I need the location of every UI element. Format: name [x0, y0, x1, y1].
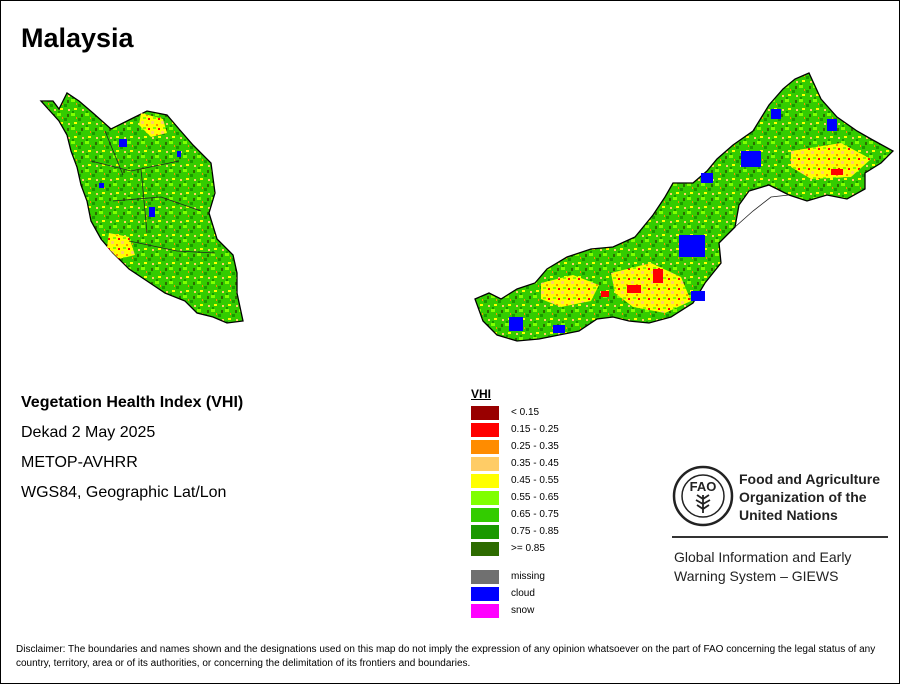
svg-text:FAO: FAO — [690, 479, 717, 494]
east-malaysia-shape — [474, 72, 895, 342]
legend-swatch — [471, 474, 499, 488]
map-title: Malaysia — [21, 23, 134, 53]
fao-name-line: United Nations — [739, 507, 838, 523]
legend-label: < 0.15 — [511, 407, 540, 418]
fao-name-line: Food and Agriculture — [739, 471, 881, 487]
disclaimer: Disclaimer: The boundaries and names sho… — [16, 644, 876, 669]
legend-swatch — [471, 570, 499, 584]
legend-label: 0.65 - 0.75 — [511, 509, 559, 520]
index-name: Vegetation Health Index (VHI) — [21, 394, 244, 411]
east-cloud-patches — [509, 109, 837, 333]
legend-label: 0.55 - 0.65 — [511, 492, 559, 503]
legend-label: snow — [511, 605, 535, 616]
peninsular-dry-patch — [139, 113, 167, 137]
legend-swatch — [471, 587, 499, 601]
period-label: Dekad 2 May 2025 — [21, 424, 156, 441]
east-state-boundary — [734, 194, 790, 228]
giews-line: Global Information and Early — [674, 549, 852, 565]
fao-divider — [672, 536, 888, 538]
legend-swatch — [471, 491, 499, 505]
giews-name: Global Information and Early Warning Sys… — [674, 548, 851, 586]
peninsular-malaysia-shape — [39, 92, 244, 324]
legend-swatch — [471, 604, 499, 618]
peninsular-state-boundaries — [90, 130, 216, 254]
legend-label: 0.15 - 0.25 — [511, 424, 559, 435]
sensor-label: METOP-AVHRR — [21, 454, 138, 471]
vhi-map-canvas — [39, 72, 895, 342]
legend-swatch — [471, 440, 499, 454]
legend-label: 0.45 - 0.55 — [511, 475, 559, 486]
legend-label: 0.75 - 0.85 — [511, 526, 559, 537]
legend-swatch — [471, 525, 499, 539]
east-dry-patch — [541, 275, 599, 307]
projection-label: WGS84, Geographic Lat/Lon — [21, 484, 227, 501]
legend-title: VHI — [471, 387, 492, 401]
fao-organization-name: Food and Agriculture Organization of the… — [739, 470, 880, 524]
fao-logo: FAO — [672, 465, 734, 527]
legend-label: 0.35 - 0.45 — [511, 458, 559, 469]
legend-swatch — [471, 457, 499, 471]
legend-label: 0.25 - 0.35 — [511, 441, 559, 452]
legend-swatch — [471, 423, 499, 437]
fao-name-line: Organization of the — [739, 489, 867, 505]
legend-label: cloud — [511, 588, 535, 599]
legend-swatch — [471, 406, 499, 420]
east-dry-patch — [611, 263, 691, 313]
legend-label: missing — [511, 571, 545, 582]
east-dry-patch — [791, 143, 871, 179]
peninsular-dry-patch — [107, 233, 135, 259]
legend-label: >= 0.85 — [511, 543, 545, 554]
peninsular-cloud-patches — [99, 139, 181, 217]
east-stress-patches — [601, 169, 843, 297]
legend-swatch — [471, 542, 499, 556]
giews-line: Warning System – GIEWS — [674, 568, 839, 584]
legend-swatch — [471, 508, 499, 522]
